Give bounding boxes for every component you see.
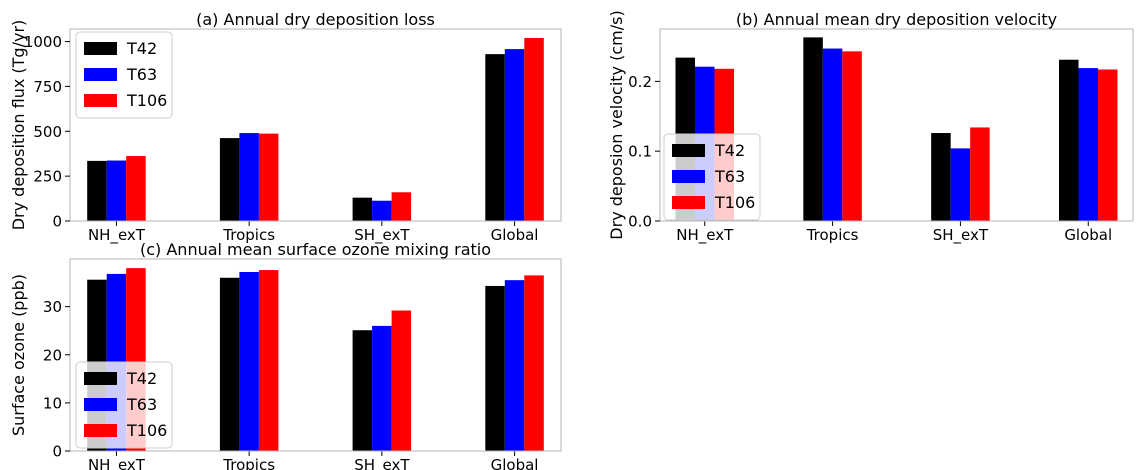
legend-swatch-t42 — [84, 42, 117, 55]
y-axis-label: Dry deposion velocity (cm/s) — [607, 10, 626, 239]
bar-t63-tropics — [239, 133, 259, 221]
y-tick-label: 0 — [52, 213, 62, 231]
bar-t63-sh-ext — [372, 200, 392, 221]
y-tick-label: 250 — [33, 168, 62, 186]
legend: T42 T63 T106 — [663, 133, 761, 221]
x-tick-label: Global — [491, 456, 539, 470]
x-tick-label: NH_exT — [88, 226, 146, 245]
chart-panel-1: NH_exT Tropics SH_exT Global 0 250 500 750 1000 (… — [9, 10, 562, 245]
x-tick-label: Tropics — [222, 226, 275, 244]
bar-t63-tropics — [822, 48, 843, 221]
bar-t106-sh-ext — [391, 192, 412, 221]
legend-swatch-t42 — [84, 372, 117, 385]
legend-swatch-t63 — [672, 170, 705, 183]
y-tick-label: 0 — [52, 443, 62, 461]
y-axis-label: Surface ozone (ppb) — [9, 274, 28, 436]
bar-t106-tropics — [258, 270, 279, 451]
legend-swatch-t63 — [84, 68, 117, 81]
legend-swatch-t106 — [672, 196, 705, 209]
legend-label-t106: T106 — [126, 91, 167, 110]
y-tick-label: 750 — [33, 78, 62, 96]
y-tick-label: 10 — [43, 394, 62, 412]
bar-t42-tropics — [803, 37, 823, 221]
legend-label-t106: T106 — [714, 193, 755, 212]
x-tick-label: SH_exT — [933, 226, 989, 245]
chart-panel-2: NH_exT Tropics SH_exT Global 0.0 0.1 0.2 (b) An… — [607, 10, 1134, 245]
x-tick-label: Tropics — [806, 226, 859, 244]
y-tick-label: 1000 — [24, 33, 62, 51]
legend-label-t42: T42 — [126, 39, 157, 58]
chart-title: (a) Annual dry deposition loss — [196, 10, 435, 29]
bar-t63-sh-ext — [372, 325, 392, 451]
bar-t42-sh-ext — [352, 197, 373, 221]
bar-t106-tropics — [258, 133, 279, 221]
bar-t42-global — [485, 54, 505, 222]
legend-swatch-t106 — [84, 424, 117, 437]
legend-swatch-t106 — [84, 94, 117, 107]
legend-label-t63: T63 — [714, 167, 745, 186]
bar-t63-global — [1078, 68, 1099, 221]
legend-swatch-t42 — [672, 144, 705, 157]
bar-t106-nh-ext — [126, 156, 146, 221]
y-tick-label: 0.0 — [628, 213, 652, 231]
bar-t42-tropics — [219, 138, 240, 221]
bar-t106-global — [524, 275, 544, 451]
y-tick-label: 20 — [43, 346, 62, 364]
bar-t63-sh-ext — [950, 148, 971, 221]
bar-t63-tropics — [239, 271, 259, 451]
x-tick-label: NH_exT — [88, 456, 146, 470]
x-tick-label: SH_exT — [354, 226, 410, 245]
legend-swatch-t63 — [84, 398, 117, 411]
axes-frame — [659, 28, 1134, 222]
bar-t106-sh-ext — [970, 127, 990, 221]
chart-panel-3: NH_exT Tropics SH_exT Global 0 10 20 30 (c) Annu… — [9, 240, 562, 470]
bar-t42-tropics — [219, 277, 240, 451]
bar-t106-global — [1098, 69, 1118, 222]
bar-t106-sh-ext — [391, 310, 412, 451]
bar-t63-global — [504, 280, 525, 451]
legend: T42 T63 T106 — [75, 31, 173, 119]
legend-label-t42: T42 — [126, 369, 157, 388]
legend-label-t63: T63 — [126, 65, 157, 84]
bar-t63-nh-ext — [106, 160, 127, 221]
legend-label-t42: T42 — [714, 141, 745, 160]
y-tick-label: 0.1 — [628, 143, 652, 161]
bar-t42-global — [485, 285, 505, 451]
legend-label-t106: T106 — [126, 421, 167, 440]
bar-t106-tropics — [842, 51, 862, 222]
x-tick-label: SH_exT — [354, 456, 410, 470]
chart-title: (b) Annual mean dry deposition velocity — [736, 10, 1057, 29]
bar-t42-sh-ext — [931, 133, 951, 221]
y-tick-label: 500 — [33, 123, 62, 141]
y-axis-label: Dry deposition flux (Tg/yr) — [9, 20, 28, 231]
bar-t63-global — [504, 49, 525, 221]
bar-t42-sh-ext — [352, 330, 373, 451]
x-tick-label: Global — [491, 226, 539, 244]
axes-frame — [69, 28, 562, 222]
x-tick-label: Tropics — [222, 456, 275, 470]
y-tick-label: 30 — [43, 298, 62, 316]
x-tick-label: NH_exT — [676, 226, 734, 245]
bar-t106-global — [524, 37, 544, 221]
legend: T42 T63 T106 — [75, 361, 173, 449]
legend-label-t63: T63 — [126, 395, 157, 414]
x-tick-label: Global — [1064, 226, 1112, 244]
bar-t42-nh-ext — [87, 160, 107, 221]
chart-title: (c) Annual mean surface ozone mixing rat… — [140, 240, 491, 259]
y-tick-label: 0.2 — [628, 73, 652, 91]
bar-t42-global — [1059, 59, 1079, 221]
